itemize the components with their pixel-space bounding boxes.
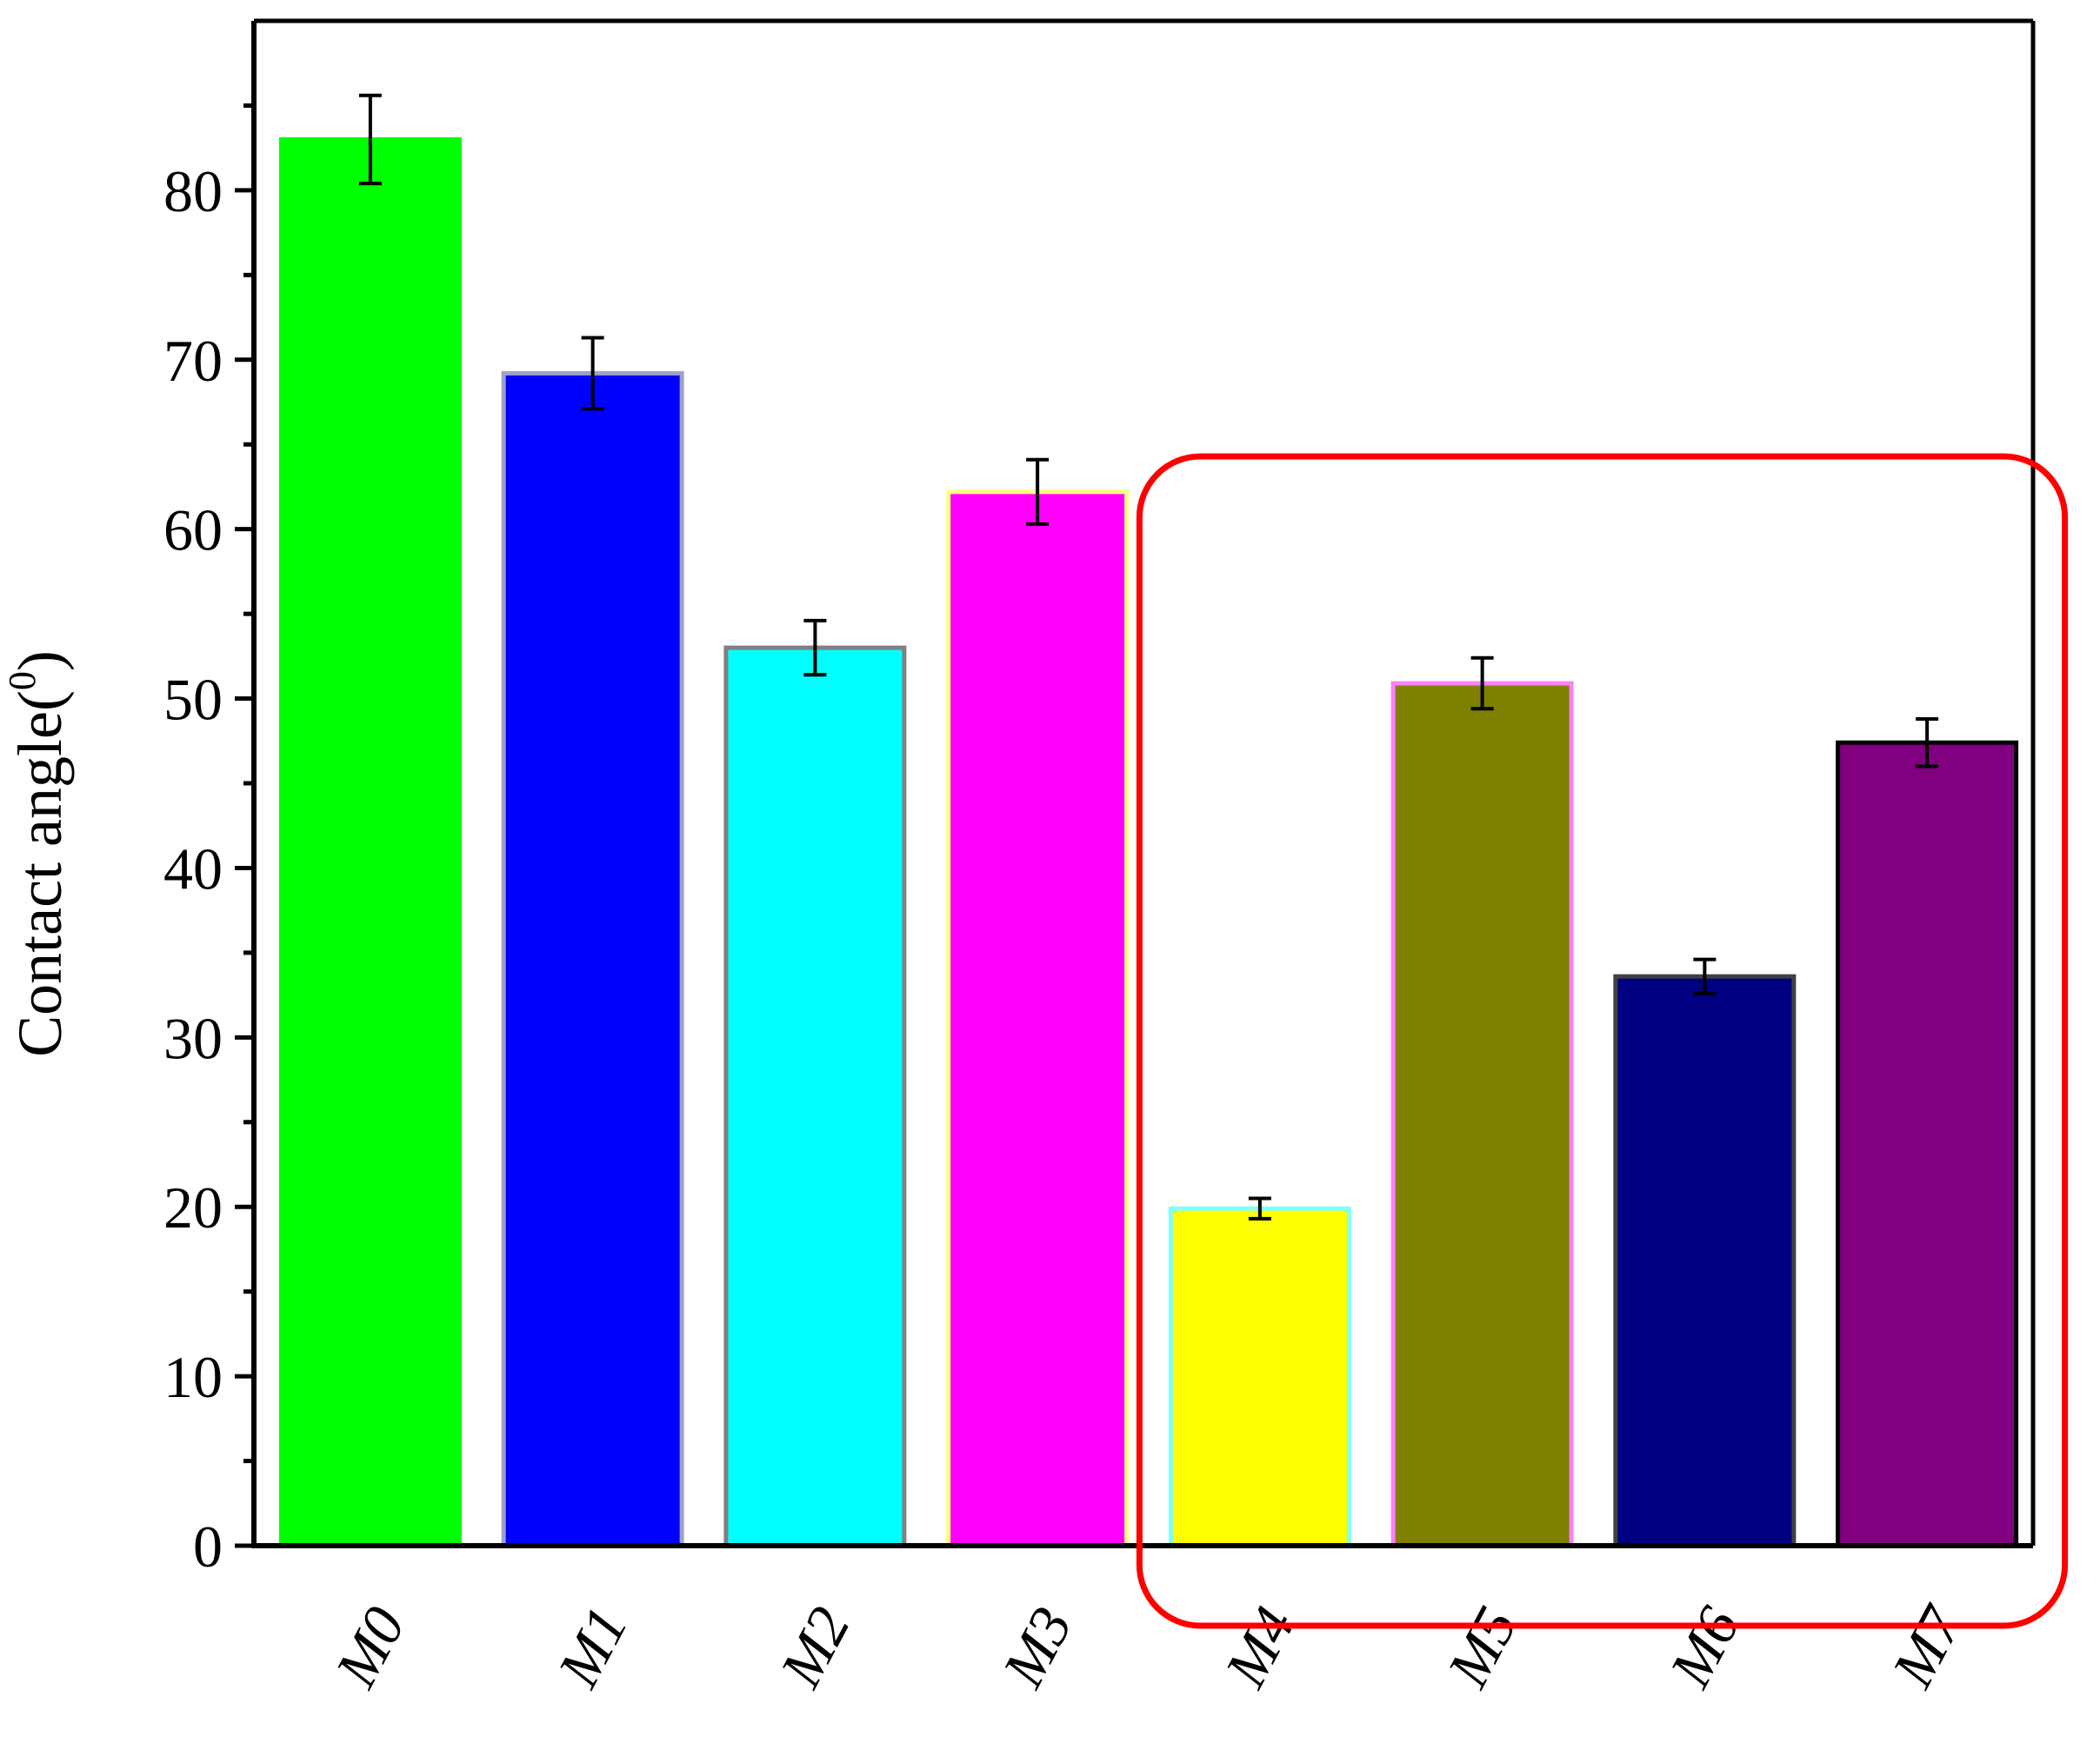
error-bar-m4 — [1248, 1196, 1271, 1221]
y-tick-label: 0 — [193, 1514, 223, 1580]
y-tick-label: 40 — [163, 835, 223, 902]
y-tick-label: 30 — [163, 1005, 223, 1071]
error-bar-m5 — [1470, 655, 1494, 711]
bar-m0 — [278, 136, 462, 1548]
highlight-layer — [1136, 453, 2069, 1629]
y-tick-label: 10 — [163, 1344, 223, 1410]
y-tick-label: 50 — [163, 667, 223, 733]
bar-m6 — [1613, 974, 1797, 1548]
error-bar-m0 — [358, 93, 382, 186]
bar-m5 — [1390, 681, 1574, 1548]
highlight-box — [1136, 453, 2069, 1629]
error-bar-m7 — [1916, 716, 1939, 769]
bar-m1 — [501, 370, 684, 1548]
y-axis-ticks: 0 10 20 30 40 50 60 70 80 — [163, 103, 254, 1580]
x-tick-label-m7: M7 — [1879, 1594, 1977, 1698]
y-tick-label: 20 — [163, 1174, 223, 1241]
error-bar-m1 — [581, 336, 604, 411]
x-tick-label-m6: M6 — [1657, 1596, 1752, 1698]
error-bar-m3 — [1026, 457, 1050, 526]
y-axis-label-suffix: ) — [5, 650, 75, 671]
x-tick-label-m3: M3 — [990, 1596, 1085, 1698]
y-axis-label-superscript: 0 — [1, 671, 43, 690]
bar-m7 — [1836, 740, 2019, 1548]
x-tick-label-m0: M0 — [322, 1596, 417, 1698]
error-bars-layer — [358, 93, 1939, 1221]
x-tick-label-m4: M4 — [1211, 1596, 1307, 1698]
x-axis-tick-labels: M0 M1 M2 M3 M4 M5 M6 M7 — [322, 1594, 1976, 1698]
x-tick-label-m5: M5 — [1434, 1596, 1530, 1698]
x-tick-label-m1: M1 — [544, 1596, 640, 1698]
bar-m2 — [723, 645, 907, 1548]
y-tick-label: 60 — [163, 497, 223, 563]
bar-m3 — [946, 489, 1130, 1548]
y-axis-label-prefix: Contact angle( — [5, 690, 75, 1057]
y-tick-label: 80 — [163, 158, 223, 224]
error-bar-m6 — [1693, 957, 1717, 995]
y-axis-label: Contact angle(0) — [1, 650, 75, 1057]
error-bar-m2 — [803, 618, 827, 677]
bar-m4 — [1168, 1206, 1351, 1548]
y-tick-label: 70 — [163, 328, 223, 394]
bars-layer — [278, 136, 2019, 1548]
x-tick-label-m2: M2 — [767, 1596, 863, 1698]
